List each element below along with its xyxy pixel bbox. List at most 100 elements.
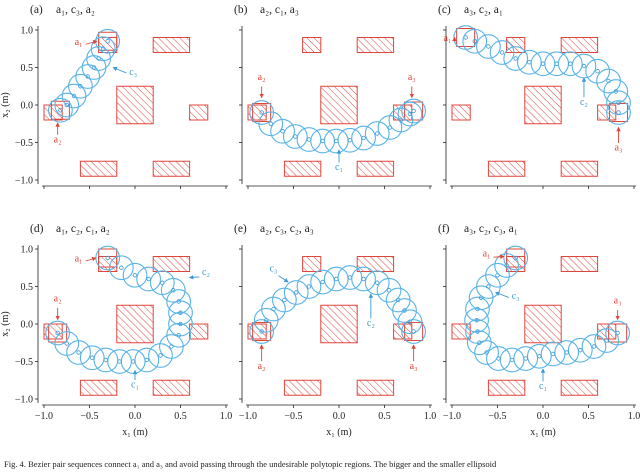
ellipsoid bbox=[364, 270, 390, 296]
ellipsoid-inner bbox=[591, 344, 597, 349]
ellipsoid-inner bbox=[146, 276, 151, 282]
annotation: c₁ bbox=[335, 162, 343, 173]
obstacle bbox=[43, 104, 63, 121]
annotation-arrow bbox=[493, 254, 505, 260]
ellipsoid bbox=[249, 319, 275, 344]
ellipsoid bbox=[585, 58, 610, 84]
ellipsoid-inner bbox=[271, 306, 276, 312]
ellipsoid bbox=[45, 320, 71, 346]
ellipsoid-inner bbox=[595, 69, 600, 74]
panel-label: (a) bbox=[30, 4, 43, 16]
obstacle bbox=[79, 379, 118, 396]
x-axis-label: x₁ (m) bbox=[530, 427, 555, 438]
annotation: a₂ bbox=[258, 361, 266, 372]
ellipsoid bbox=[530, 51, 556, 77]
ellipsoid bbox=[310, 269, 336, 295]
obstacle bbox=[283, 160, 322, 177]
ellipsoid-inner bbox=[540, 61, 546, 66]
ellipsoid-inner bbox=[64, 102, 69, 108]
x-tick-label: 0.5 bbox=[174, 411, 187, 422]
y-axis-label: x₂ (m) bbox=[0, 311, 11, 336]
ellipsoid bbox=[136, 266, 162, 292]
annotation: c₃ bbox=[270, 263, 278, 274]
x-tick-label: 0.0 bbox=[333, 411, 346, 422]
ellipsoid bbox=[544, 51, 570, 77]
obstacle bbox=[152, 37, 191, 53]
x-axis-label: x₁ (m) bbox=[326, 427, 351, 438]
ellipsoid bbox=[261, 296, 286, 322]
ellipsoid-inner bbox=[554, 61, 559, 66]
obstacle bbox=[302, 37, 322, 53]
ellipsoid-inner bbox=[523, 356, 528, 361]
ellipsoid-inner bbox=[259, 110, 264, 115]
ellipsoid bbox=[134, 347, 160, 373]
ellipsoid bbox=[323, 266, 349, 292]
ellipsoid-inner bbox=[537, 354, 542, 359]
ellipsoid bbox=[283, 280, 309, 305]
ellipsoid bbox=[476, 34, 501, 59]
ellipsoid bbox=[516, 49, 542, 75]
ellipsoid-inner bbox=[513, 255, 518, 261]
x-tick-label: −0.5 bbox=[284, 411, 302, 422]
ellipsoid-inner bbox=[411, 108, 416, 114]
annotation: c₂ bbox=[367, 318, 375, 329]
ellipsoid-inner bbox=[334, 138, 339, 144]
y-tick-label: 1.0 bbox=[21, 26, 34, 37]
ellipsoid-inner bbox=[105, 39, 110, 44]
ellipsoid-inner bbox=[407, 111, 413, 117]
ellipsoid-inner bbox=[486, 284, 491, 289]
annotation: c₃ bbox=[129, 67, 137, 78]
obstacle bbox=[356, 379, 395, 396]
ellipsoid-inner bbox=[320, 279, 325, 285]
obstacle bbox=[560, 379, 599, 396]
ellipsoid-inner bbox=[144, 357, 150, 363]
ellipsoid bbox=[54, 331, 80, 356]
panel-title: a₁, c₃, a₂ bbox=[56, 4, 95, 16]
ellipsoid bbox=[603, 79, 629, 104]
x-tick-label: −1.0 bbox=[35, 411, 53, 422]
y-tick-label: −1.0 bbox=[15, 176, 33, 187]
ellipsoid bbox=[159, 334, 184, 359]
ellipsoid bbox=[513, 346, 539, 371]
annotation: c₃ bbox=[512, 291, 520, 302]
obstacle bbox=[524, 85, 562, 125]
ellipsoid bbox=[81, 55, 107, 80]
obstacle bbox=[451, 323, 471, 340]
annotation: a₁ bbox=[443, 33, 451, 44]
obstacle bbox=[451, 104, 471, 121]
ellipsoid bbox=[388, 107, 414, 133]
y-tick-label: −1.0 bbox=[15, 395, 33, 406]
ellipsoid bbox=[272, 287, 297, 313]
ellipsoid bbox=[351, 266, 376, 292]
ellipsoid-inner bbox=[90, 355, 95, 360]
annotation: c₂ bbox=[202, 267, 210, 278]
x-tick-label: 1.0 bbox=[628, 411, 640, 422]
panel: (c) a₃, c₂, a₁ a₁ c₂ a₃ bbox=[438, 4, 636, 189]
ellipsoid bbox=[606, 100, 631, 125]
ellipsoid bbox=[296, 127, 322, 152]
ellipsoid-inner bbox=[604, 338, 609, 343]
ellipsoid bbox=[108, 255, 134, 281]
ellipsoid bbox=[401, 319, 427, 344]
panel: −1.0 −0.5 0.0 0.5 1.0 x₂ (m) (a) a₁, c₃, a₂ a₁ c₃… bbox=[0, 4, 228, 189]
ellipsoid-inner bbox=[282, 297, 287, 303]
ellipsoid-inner bbox=[306, 284, 312, 289]
obstacle bbox=[524, 304, 562, 344]
x-tick-label: 0.0 bbox=[537, 411, 550, 422]
y-tick-label: 1.0 bbox=[21, 245, 34, 256]
ellipsoid-inner bbox=[85, 74, 90, 79]
x-tick-label: −1.0 bbox=[239, 411, 257, 422]
annotation: c₁ bbox=[539, 381, 547, 392]
ellipsoid bbox=[489, 40, 515, 65]
ellipsoid bbox=[120, 349, 146, 374]
ellipsoid bbox=[485, 262, 510, 288]
obstacle bbox=[283, 379, 322, 396]
ellipsoid-inner bbox=[484, 350, 489, 355]
ellipsoid bbox=[540, 341, 566, 367]
panel-label: (c) bbox=[438, 4, 451, 16]
ellipsoid-inner bbox=[375, 280, 380, 285]
ellipsoid bbox=[310, 128, 336, 154]
endpoint-marker bbox=[48, 323, 68, 343]
y-tick-label: 0.5 bbox=[21, 63, 34, 74]
panel-title: a₂, c₃, c₂, a₃ bbox=[260, 223, 314, 235]
